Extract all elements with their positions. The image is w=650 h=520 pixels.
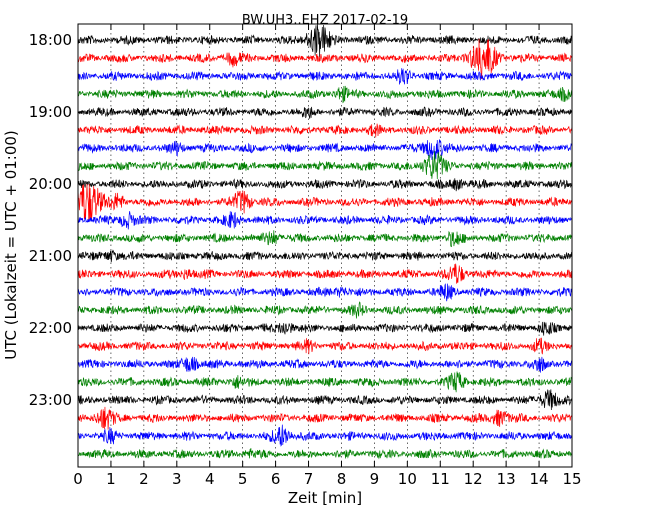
y-tick-label: 19:00 xyxy=(29,103,72,121)
trace-1845 xyxy=(77,85,573,104)
x-tick-label: 8 xyxy=(337,470,347,488)
chart-title: BW.UH3..EHZ 2017-02-19 xyxy=(242,13,408,28)
plot-frame xyxy=(77,23,573,468)
trace-2130 xyxy=(77,283,573,302)
trace-2315 xyxy=(77,406,573,430)
seismic-traces xyxy=(77,24,573,460)
x-axis-label: Zeit [min] xyxy=(288,489,362,507)
trace-2100 xyxy=(77,249,573,263)
trace-2000 xyxy=(77,178,573,192)
y-tick-label: 23:00 xyxy=(29,391,72,409)
trace-1900 xyxy=(77,106,573,119)
trace-2145 xyxy=(77,301,573,319)
x-tick-label: 0 xyxy=(73,470,83,488)
trace-2115 xyxy=(77,263,573,285)
x-tick-label: 1 xyxy=(106,470,116,488)
trace-2215 xyxy=(77,337,573,355)
trace-2330 xyxy=(77,424,573,447)
trace-2015 xyxy=(77,183,573,221)
x-tick-label: 10 xyxy=(398,470,417,488)
trace-2030 xyxy=(77,211,573,230)
y-axis-ticks: 18:00 19:00 20:00 21:00 22:00 23:00 xyxy=(29,31,572,409)
grid-lines xyxy=(110,24,540,467)
trace-1930 xyxy=(77,139,573,160)
y-axis-label: UTC (Lokalzeit = UTC + 01:00) xyxy=(2,130,20,360)
trace-2230 xyxy=(77,356,573,373)
x-tick-label: 11 xyxy=(431,470,450,488)
y-tick-label: 21:00 xyxy=(29,247,72,265)
trace-1945 xyxy=(77,150,573,180)
trace-1800 xyxy=(77,24,573,57)
x-axis-ticks: 0 1 2 3 4 5 6 7 8 9 10 11 12 13 14 15 xyxy=(73,24,582,488)
trace-2345 xyxy=(77,448,573,460)
x-tick-label: 3 xyxy=(172,470,182,488)
x-tick-label: 13 xyxy=(497,470,516,488)
trace-2045 xyxy=(77,230,573,248)
trace-1830 xyxy=(77,68,573,85)
trace-1915 xyxy=(77,123,573,138)
trace-2245 xyxy=(77,371,573,393)
x-tick-label: 14 xyxy=(530,470,549,488)
x-tick-label: 5 xyxy=(238,470,248,488)
x-tick-label: 9 xyxy=(370,470,380,488)
trace-2300 xyxy=(77,389,573,410)
x-tick-label: 15 xyxy=(562,470,581,488)
x-tick-label: 7 xyxy=(304,470,314,488)
x-tick-label: 4 xyxy=(205,470,215,488)
x-tick-label: 12 xyxy=(464,470,483,488)
y-tick-label: 18:00 xyxy=(29,31,72,49)
y-tick-label: 20:00 xyxy=(29,175,72,193)
x-tick-label: 6 xyxy=(271,470,281,488)
x-tick-label: 2 xyxy=(139,470,149,488)
trace-2200 xyxy=(77,321,573,336)
trace-1815 xyxy=(77,38,573,80)
y-tick-label: 22:00 xyxy=(29,319,72,337)
